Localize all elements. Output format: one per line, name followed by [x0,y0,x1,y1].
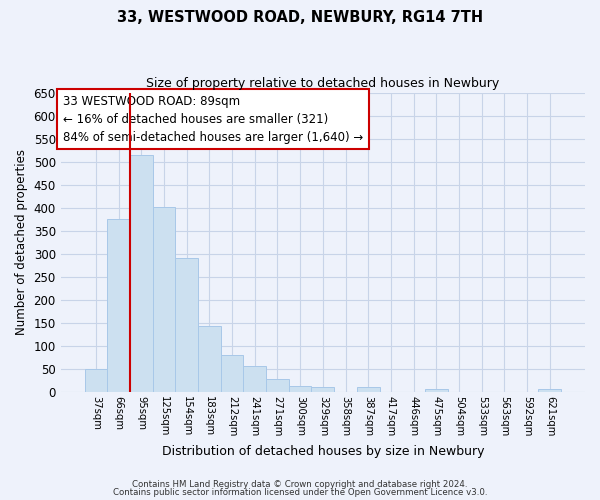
Bar [85,368,107,392]
Bar [130,154,152,392]
Title: Size of property relative to detached houses in Newbury: Size of property relative to detached ho… [146,78,499,90]
Bar [244,366,266,392]
Bar [289,386,311,392]
Bar [266,379,289,392]
Bar [107,219,130,392]
Y-axis label: Number of detached properties: Number of detached properties [15,150,28,336]
Bar [311,387,334,392]
Text: Contains public sector information licensed under the Open Government Licence v3: Contains public sector information licen… [113,488,487,497]
Text: 33 WESTWOOD ROAD: 89sqm
← 16% of detached houses are smaller (321)
84% of semi-d: 33 WESTWOOD ROAD: 89sqm ← 16% of detache… [63,94,364,144]
Bar [357,387,380,392]
Bar [538,390,561,392]
Bar [198,326,221,392]
Bar [175,258,198,392]
X-axis label: Distribution of detached houses by size in Newbury: Distribution of detached houses by size … [161,444,484,458]
Text: 33, WESTWOOD ROAD, NEWBURY, RG14 7TH: 33, WESTWOOD ROAD, NEWBURY, RG14 7TH [117,10,483,25]
Bar [152,208,175,392]
Bar [221,355,244,392]
Text: Contains HM Land Registry data © Crown copyright and database right 2024.: Contains HM Land Registry data © Crown c… [132,480,468,489]
Bar [425,390,448,392]
